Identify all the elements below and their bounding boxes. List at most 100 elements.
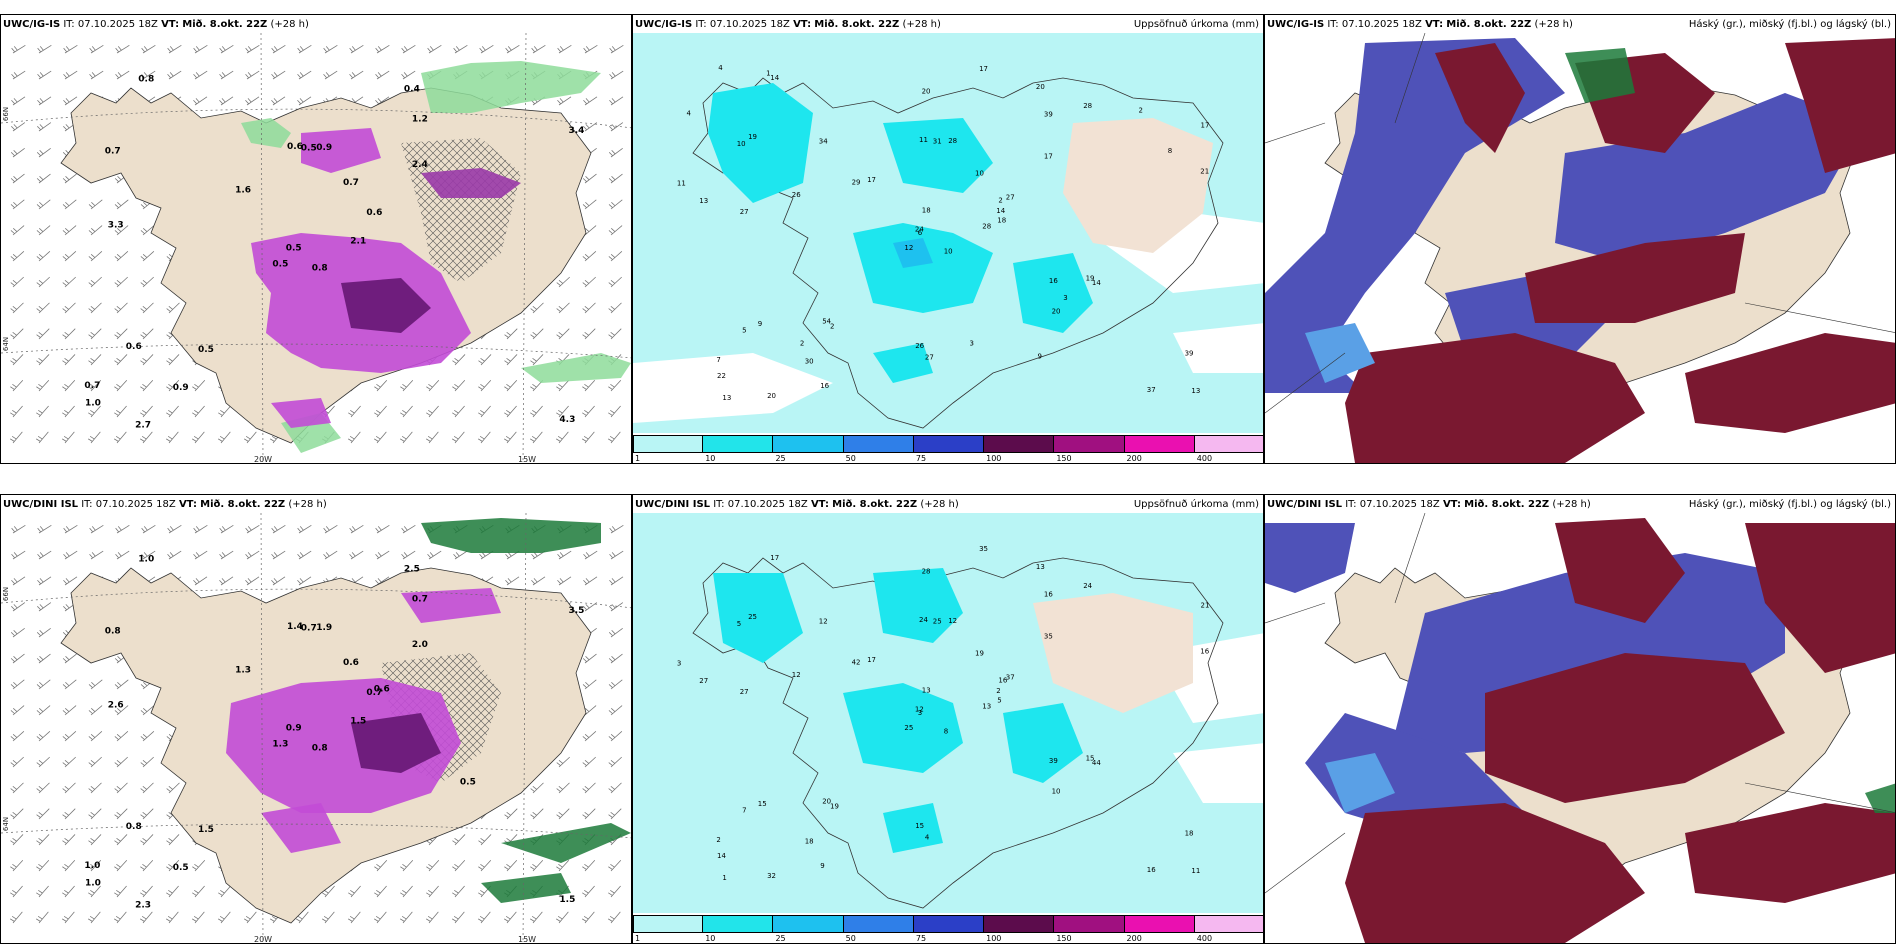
wind-barb [87, 780, 104, 794]
value-label: 13 [722, 394, 731, 402]
value-label: 16 [820, 382, 829, 390]
value-label: 1.0 [138, 555, 154, 565]
wind-barb [607, 806, 624, 820]
value-label: 2.7 [135, 421, 151, 431]
value-label: 3.3 [108, 220, 124, 230]
wind-barb [607, 326, 624, 340]
dark-purple-core [341, 278, 431, 333]
wind-barb [582, 197, 599, 210]
value-label: 0.8 [312, 744, 328, 754]
iceland-outline [692, 557, 1224, 909]
wind-barb [113, 754, 130, 768]
value-label: 19 [830, 803, 839, 811]
value-label: 18 [997, 217, 1006, 225]
wind-barb [217, 429, 233, 444]
value-label: 20 [922, 88, 931, 96]
wind-barb [62, 42, 79, 54]
wind-barb [165, 909, 181, 924]
value-label: 2 [800, 339, 804, 347]
colorbar-tick: 100 [986, 934, 1002, 943]
wind-barb [35, 403, 52, 418]
wind-barb [400, 548, 417, 560]
wind-barb [244, 574, 261, 586]
value-label: 0.7 [412, 595, 428, 605]
wind-barb [35, 780, 52, 794]
wind-barb [61, 883, 78, 898]
wind-barb [36, 600, 53, 612]
wind-barb [581, 378, 598, 392]
value-label: 9 [1038, 353, 1042, 361]
heavy-rain-center [853, 223, 993, 313]
wind-barb [555, 300, 572, 314]
value-label: 17 [1201, 121, 1210, 129]
precip-wind-map: 0.80.70.50.70.60.50.40.91.22.10.84.33.33… [1, 33, 631, 463]
heavy-rain-north [873, 568, 963, 643]
wind-barb [192, 68, 209, 80]
wind-barb [581, 429, 597, 444]
heavy-rain-nw [708, 83, 813, 203]
core-blue [893, 238, 933, 268]
wind-barb [192, 548, 209, 560]
wind-barb [581, 300, 598, 314]
wind-barb [191, 403, 208, 418]
value-label: 2 [716, 836, 720, 844]
colorbar-frame [633, 915, 1263, 933]
colorbar-swatch [984, 435, 1055, 453]
colorbar-tick: 150 [1056, 934, 1072, 943]
value-label: 7 [742, 807, 746, 815]
value-label: 0.6 [366, 208, 382, 218]
wind-barb [270, 94, 287, 106]
wind-barb [113, 326, 130, 340]
green-precip-2 [501, 823, 631, 863]
value-label: 11 [1191, 867, 1200, 875]
wind-barb [192, 522, 209, 534]
wind-barb [35, 806, 52, 820]
wind-barb [582, 42, 599, 54]
wind-barb [555, 326, 572, 340]
value-label: 2.0 [412, 640, 428, 650]
value-label: 3 [970, 339, 974, 347]
value-label: 25 [748, 613, 757, 621]
purple-precip [226, 678, 461, 813]
colorbar-tick: 200 [1126, 934, 1142, 943]
wind-barb [373, 883, 390, 898]
value-label: 16 [1044, 591, 1053, 599]
value-label: 13 [699, 197, 708, 205]
value-label: 27 [1006, 194, 1015, 202]
purple-precip-2 [401, 588, 501, 623]
wind-barb [581, 806, 598, 820]
wind-barb [529, 806, 546, 820]
wind-barb [191, 429, 207, 444]
wind-barb [400, 522, 417, 534]
wind-barb [139, 858, 156, 872]
value-label: 10 [737, 140, 746, 148]
wind-barb [425, 403, 442, 418]
wind-barb [529, 909, 545, 924]
wind-barb [87, 909, 103, 924]
value-label: 11 [677, 179, 686, 187]
wind-barb [9, 300, 26, 314]
value-label: 19 [748, 133, 757, 141]
wind-barb [9, 909, 25, 924]
wind-barb [296, 94, 313, 106]
wind-barb [87, 806, 104, 820]
wind-barb [113, 429, 129, 444]
wind-barb [607, 858, 624, 872]
lon-label-20w: 20W [254, 935, 273, 944]
value-label: 13 [1191, 387, 1200, 395]
value-label: 17 [979, 65, 988, 73]
wind-barb [347, 883, 364, 898]
wind-barb [582, 249, 599, 262]
wind-barb [348, 68, 365, 80]
value-label: 39 [1044, 111, 1053, 119]
dry-area-3 [1173, 323, 1263, 373]
value-label: 1.0 [85, 879, 101, 889]
value-label: 21 [1200, 168, 1209, 176]
wind-barb [140, 42, 157, 54]
wind-barb [139, 274, 156, 288]
value-label: 24 [1083, 582, 1092, 590]
wind-barb [529, 352, 546, 366]
wind-barb [87, 429, 103, 444]
value-label: 0.9 [173, 383, 189, 393]
colorbar-swatch [703, 915, 774, 933]
